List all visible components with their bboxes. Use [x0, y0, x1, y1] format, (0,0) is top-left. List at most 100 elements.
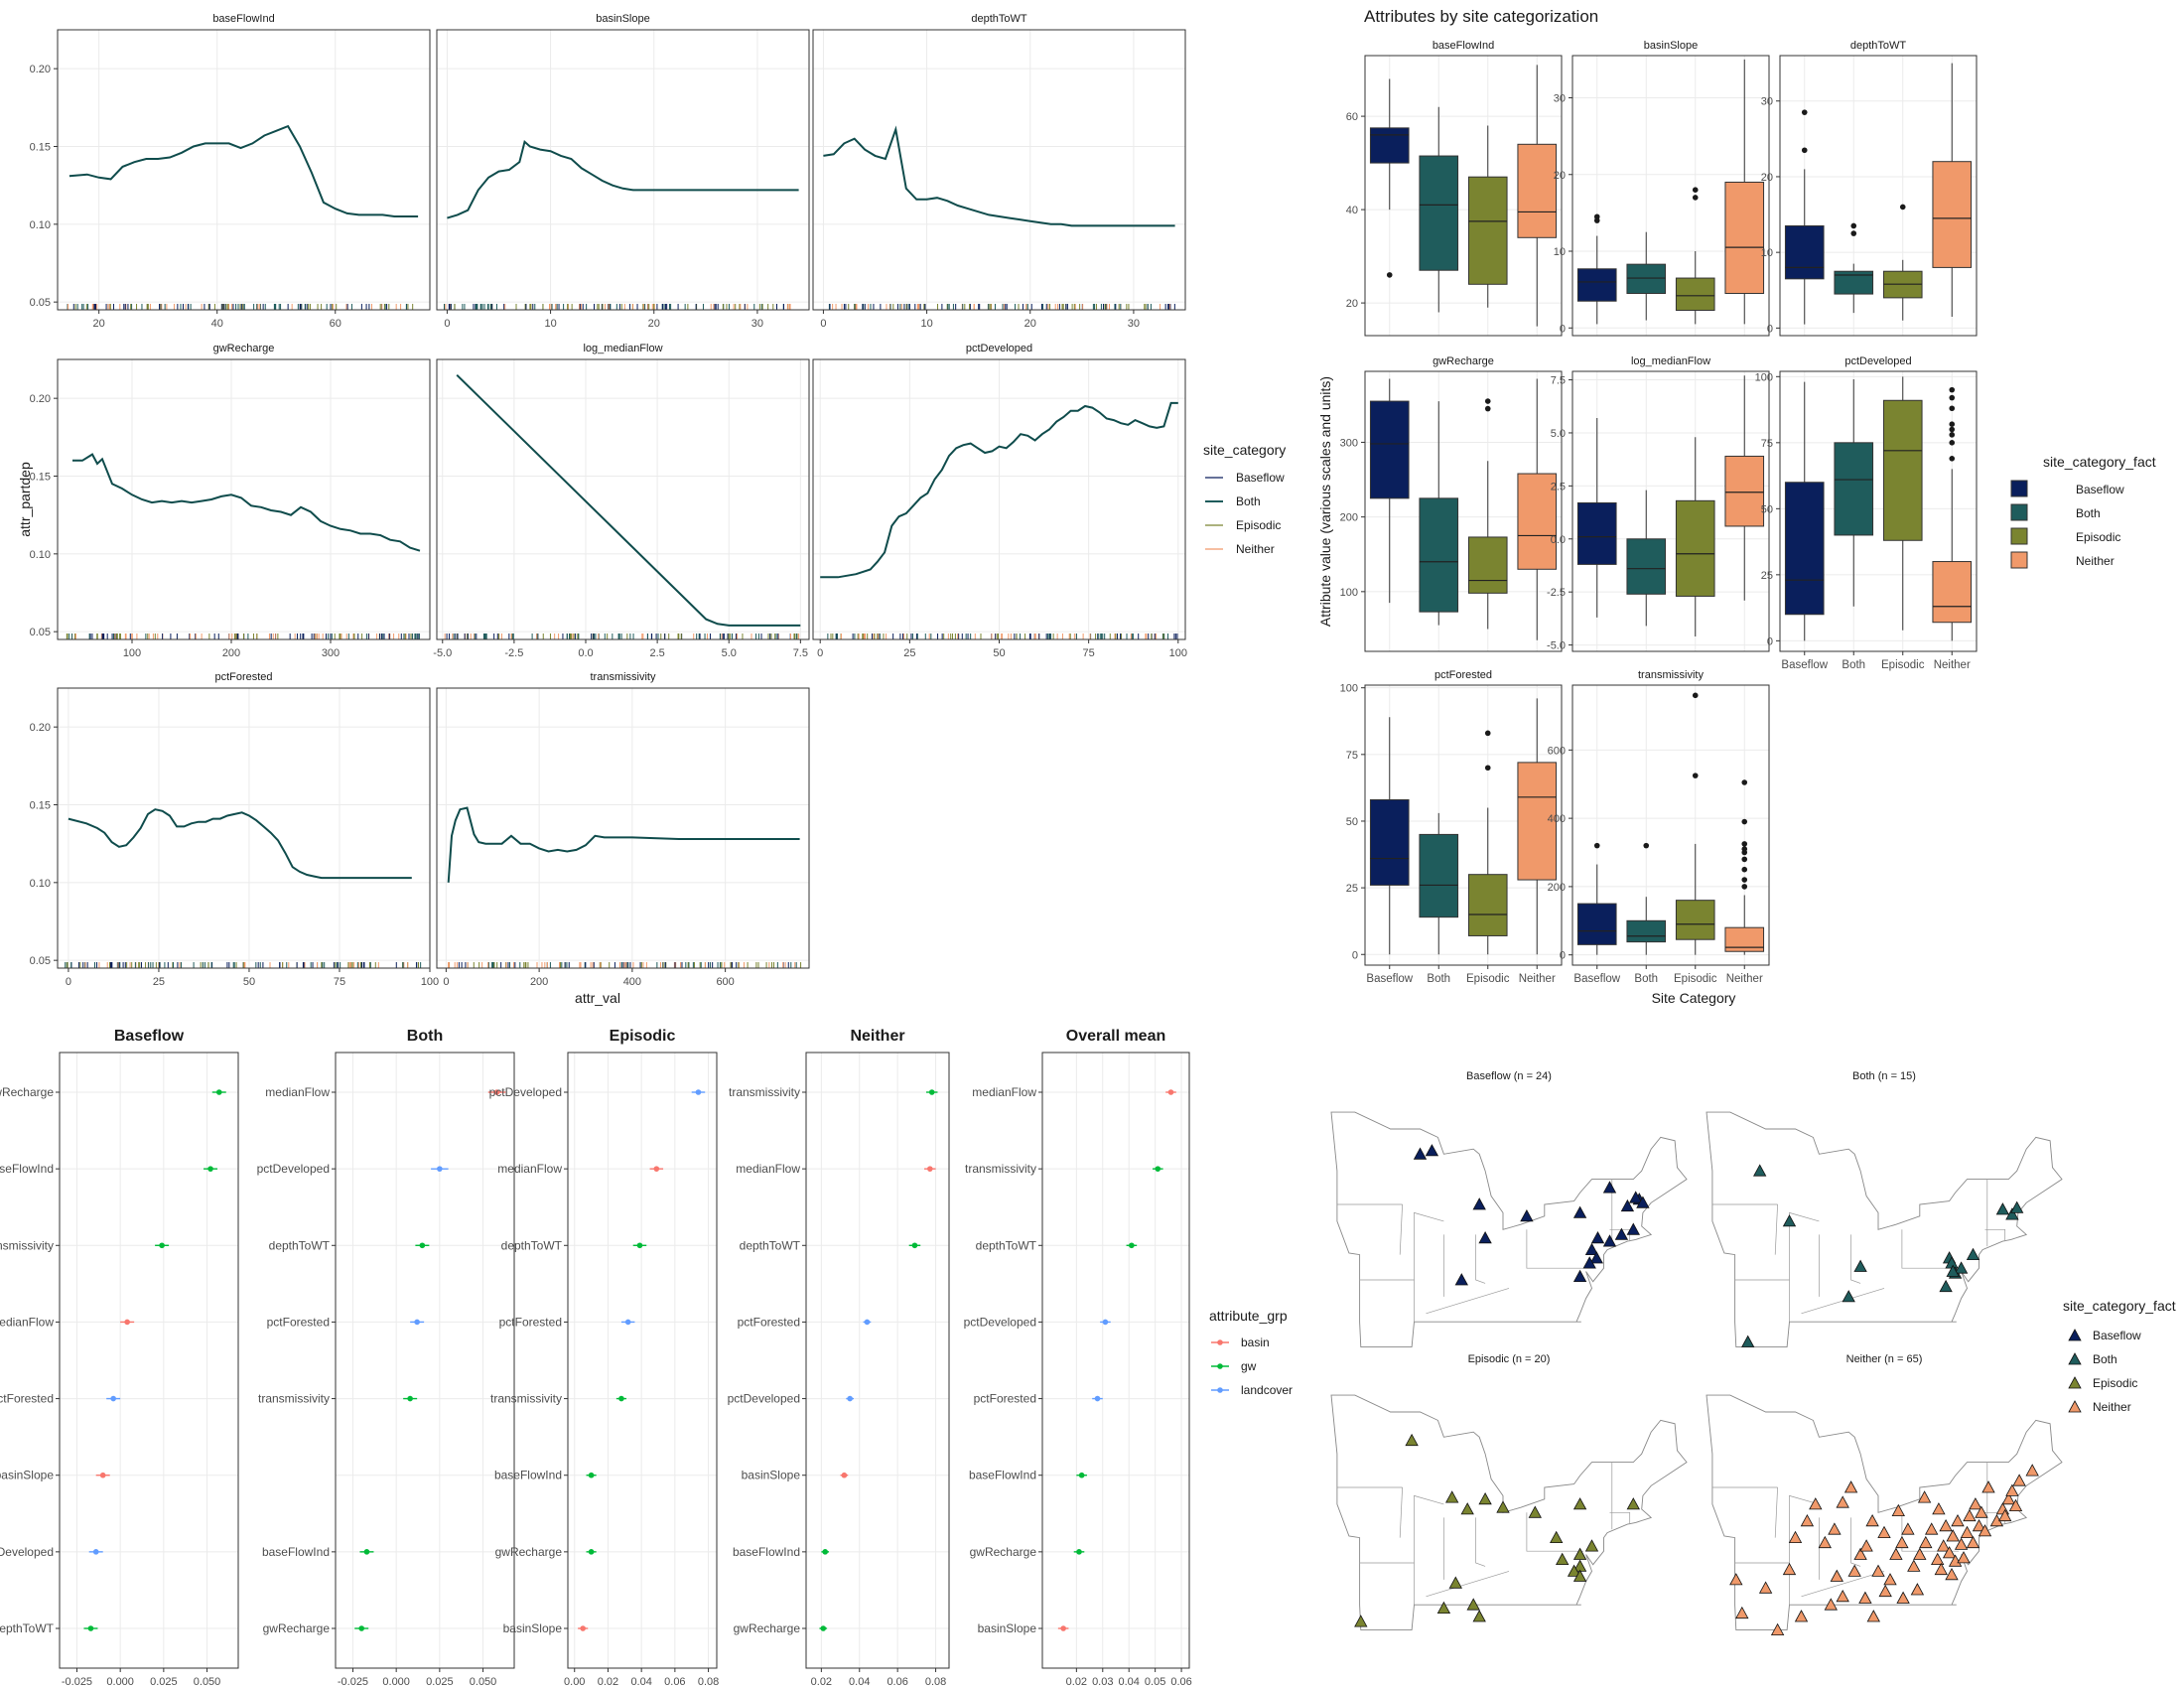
y-tick-label: 200	[1340, 512, 1358, 524]
site-marker	[1946, 1529, 1960, 1542]
importance-point-gwRecharge	[1076, 1549, 1082, 1555]
legend-title: site_category_fact	[2063, 1298, 2176, 1314]
importance-panel-title: Baseflow	[114, 1028, 185, 1045]
x-tick-label: 0.02	[811, 1676, 832, 1688]
x-tick-label: 200	[222, 647, 240, 659]
state-border	[1850, 1234, 1861, 1284]
box-Both	[1419, 497, 1459, 613]
box-Neither	[1517, 762, 1558, 881]
panel-border	[436, 358, 810, 640]
y-tick-label: depthToWT	[0, 1621, 55, 1635]
x-tick-label: Episodic	[1674, 973, 1717, 985]
x-tick-label: 40	[211, 318, 223, 330]
box-outlier	[1593, 217, 1600, 223]
site-marker	[1877, 1525, 1891, 1538]
boxplot-panel-gwRecharge: gwRecharge 100 200 300	[1340, 355, 1563, 652]
box-outlier	[1741, 846, 1748, 852]
y-tick-label: 2.5	[1551, 481, 1566, 492]
partdep-panel-transmissivity: transmissivity 0 200 400 600	[436, 671, 810, 988]
y-tick-label: 20	[1761, 172, 1773, 184]
y-tick-label: depthToWT	[501, 1238, 563, 1252]
importance-panel-baseflow: gwRecharge baseFlowInd transmissivity media…	[0, 1028, 239, 1688]
map-panel-title: Baseflow (n = 24)	[1466, 1070, 1552, 1082]
site-marker	[1741, 1335, 1755, 1347]
importance-point-gwRecharge	[588, 1549, 595, 1555]
panel-border	[335, 1052, 515, 1669]
legend-label: Baseflow	[1236, 471, 1285, 485]
importance-point-baseFlowInd	[588, 1472, 595, 1478]
box-outlier	[1643, 842, 1650, 849]
y-tick-label: basinSlope	[742, 1469, 801, 1482]
legend-title: site_category	[1203, 442, 1286, 458]
y-tick-label: 100	[1340, 683, 1358, 695]
site-marker	[1995, 1202, 2010, 1215]
y-tick-label: 0.15	[30, 142, 51, 154]
box-outlier	[1949, 405, 1956, 412]
strip-label: log_medianFlow	[583, 343, 662, 354]
x-tick-label: 0.000	[106, 1676, 134, 1688]
state-border	[1475, 1234, 1486, 1284]
strip-label: basinSlope	[596, 13, 649, 25]
y-tick-label: 5.0	[1551, 428, 1566, 440]
box-Both	[1626, 263, 1667, 295]
importance-point-pctDeveloped	[1102, 1319, 1109, 1326]
x-tick-label: 0.03	[1092, 1676, 1113, 1688]
box-outlier	[1741, 779, 1748, 785]
y-tick-label: medianFlow	[736, 1162, 800, 1176]
map-panel-title: Neither (n = 65)	[1846, 1353, 1923, 1365]
state-border	[1426, 1288, 1510, 1315]
x-tick-label: 2.5	[649, 647, 664, 659]
x-tick-label: 0.08	[925, 1676, 946, 1688]
partdep-panel-pctDeveloped: pctDeveloped 0 25 50 75 100	[812, 343, 1187, 659]
y-tick-label: baseFlowInd	[262, 1545, 330, 1559]
site-marker	[1883, 1573, 1897, 1586]
y-tick-label: 400	[1548, 813, 1566, 825]
legend-label: Both	[2076, 506, 2101, 520]
x-tick-label: 0.050	[470, 1676, 497, 1688]
site-marker	[1818, 1535, 1832, 1549]
box-outlier	[1741, 877, 1748, 883]
site-marker	[1858, 1591, 1872, 1604]
site-marker	[1954, 1537, 1969, 1550]
x-tick-label: 0.06	[664, 1676, 685, 1688]
y-tick-label: pctDeveloped	[728, 1392, 800, 1406]
x-tick-label: 10	[920, 318, 932, 330]
importance-point-pctForested	[110, 1395, 116, 1402]
site-marker	[1925, 1522, 1939, 1535]
panel-border	[1779, 370, 1978, 652]
site-marker	[2005, 1207, 2019, 1220]
site-marker	[1496, 1500, 1510, 1513]
y-tick-label: 0	[1560, 950, 1566, 962]
y-tick-label: 7.5	[1551, 375, 1566, 387]
site-marker	[1901, 1522, 1915, 1535]
y-tick-label: basinSlope	[978, 1621, 1037, 1635]
importance-point-basinSlope	[841, 1472, 848, 1478]
partdep-line-pctForested	[68, 808, 412, 880]
box-outlier	[1801, 147, 1808, 154]
x-tick-label: 0.02	[598, 1676, 618, 1688]
box-Episodic	[1467, 874, 1508, 936]
partdep-panel-pctForested: pctForested 0 25 50 75 100 0.05 0.10 0.15 0.20	[30, 671, 440, 988]
x-tick-label: 100	[123, 647, 141, 659]
state-outline	[1706, 1111, 2063, 1348]
legend-label: basin	[1241, 1336, 1270, 1349]
state-border	[1399, 1203, 1403, 1255]
strip-label: gwRecharge	[1433, 355, 1494, 367]
box-Baseflow	[1369, 798, 1410, 886]
y-tick-label: 30	[1761, 96, 1773, 108]
panel-bg	[437, 359, 809, 639]
x-tick-label: Baseflow	[1366, 973, 1413, 985]
site-marker	[1572, 1269, 1587, 1282]
importance-panel-title: Episodic	[610, 1028, 676, 1045]
box-outlier	[1949, 440, 1956, 446]
site-marker	[1584, 1242, 1599, 1255]
x-tick-label: 75	[1083, 647, 1095, 659]
y-tick-label: 300	[1340, 437, 1358, 449]
x-tick-label: 0	[444, 318, 450, 330]
box-Episodic	[1882, 399, 1923, 541]
y-tick-label: medianFlow	[0, 1315, 54, 1329]
site-marker	[1472, 1197, 1486, 1210]
state-border	[1789, 1211, 1820, 1323]
importance-point-pctDeveloped	[695, 1089, 702, 1095]
